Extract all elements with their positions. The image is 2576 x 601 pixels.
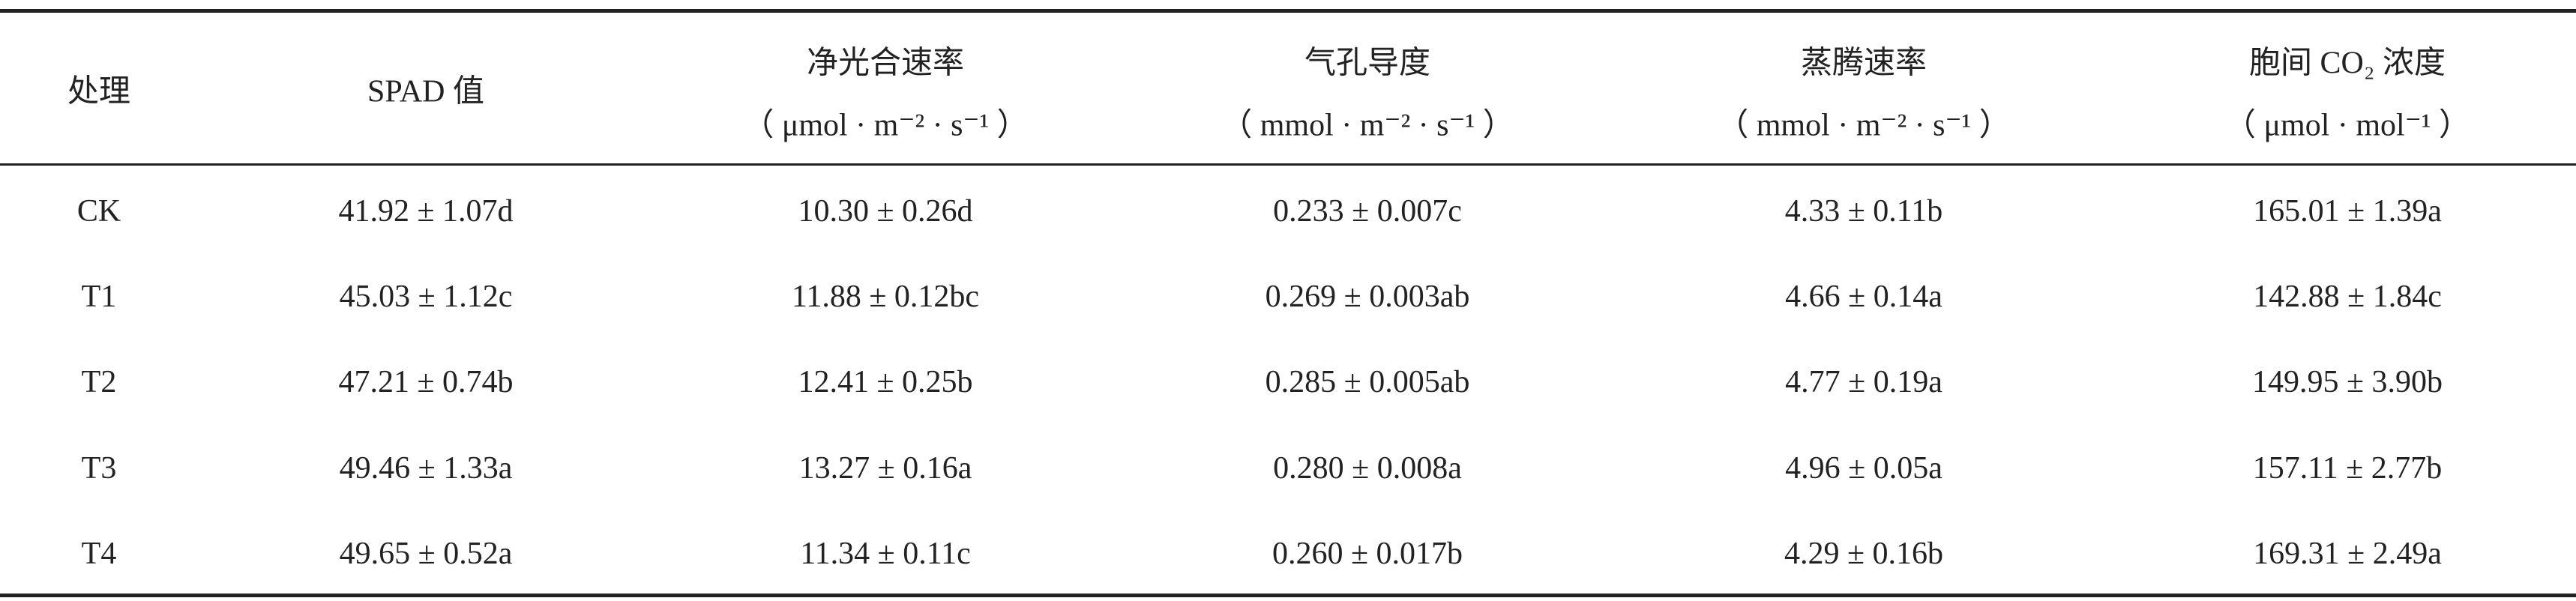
- data-cell: 12.41 ± 0.25b: [798, 365, 973, 399]
- data-cell: 165.01 ± 1.39a: [2253, 194, 2442, 229]
- data-cell: 4.96 ± 0.05a: [1785, 451, 1942, 486]
- header-unit: （ μmol · mol⁻¹ ）: [2224, 108, 2470, 143]
- data-cell: 13.27 ± 0.16a: [798, 451, 972, 486]
- header-unit: （ μmol · m⁻² · s⁻¹ ）: [742, 108, 1029, 143]
- data-cell: 0.233 ± 0.007c: [1273, 194, 1462, 229]
- data-cell: 49.46 ± 1.33a: [339, 451, 513, 486]
- data-cell: 4.33 ± 0.11b: [1784, 194, 1943, 229]
- data-cell: 4.77 ± 0.19a: [1785, 365, 1942, 399]
- data-cell: 47.21 ± 0.74b: [338, 365, 514, 399]
- row-label: CK: [76, 194, 121, 229]
- data-cell: 0.280 ± 0.008a: [1273, 451, 1462, 486]
- header-title: 净光合速率: [806, 46, 965, 81]
- data-cell: 4.29 ± 0.16b: [1784, 537, 1944, 571]
- header-title: 胞间 CO₂ 浓度: [2249, 46, 2446, 81]
- row-label: T3: [81, 451, 117, 486]
- data-cell: 11.34 ± 0.11c: [800, 537, 971, 571]
- header-unit: （ mmol · m⁻² · s⁻¹ ）: [1717, 108, 2011, 143]
- data-cell: 45.03 ± 1.12c: [339, 280, 513, 314]
- data-cell: 49.65 ± 0.52a: [339, 537, 513, 571]
- header-title: SPAD 值: [367, 74, 485, 109]
- data-cell: 0.260 ± 0.017b: [1272, 537, 1463, 571]
- top-rule: [0, 9, 2576, 13]
- row-label: T1: [81, 280, 117, 314]
- data-cell: 149.95 ± 3.90b: [2251, 365, 2443, 399]
- header-rule: [0, 163, 2576, 166]
- header-title: 蒸腾速率: [1800, 46, 1928, 81]
- data-cell: 10.30 ± 0.26d: [798, 194, 973, 229]
- data-cell: 41.92 ± 1.07d: [338, 194, 514, 229]
- data-cell: 0.269 ± 0.003ab: [1265, 280, 1470, 314]
- data-cell: 11.88 ± 0.12bc: [791, 280, 980, 314]
- header-unit: （ mmol · m⁻² · s⁻¹ ）: [1221, 108, 1514, 143]
- row-label: T2: [81, 365, 117, 399]
- header-title: 处理: [67, 74, 131, 109]
- header-title: 气孔导度: [1304, 46, 1431, 81]
- data-cell: 0.285 ± 0.005ab: [1265, 365, 1470, 399]
- data-cell: 142.88 ± 1.84c: [2253, 280, 2442, 314]
- data-cell: 169.31 ± 2.49a: [2253, 537, 2442, 571]
- data-cell: 4.66 ± 0.14a: [1785, 280, 1942, 314]
- row-label: T4: [81, 537, 117, 571]
- data-cell: 157.11 ± 2.77b: [2252, 451, 2443, 486]
- bottom-rule: [0, 594, 2576, 597]
